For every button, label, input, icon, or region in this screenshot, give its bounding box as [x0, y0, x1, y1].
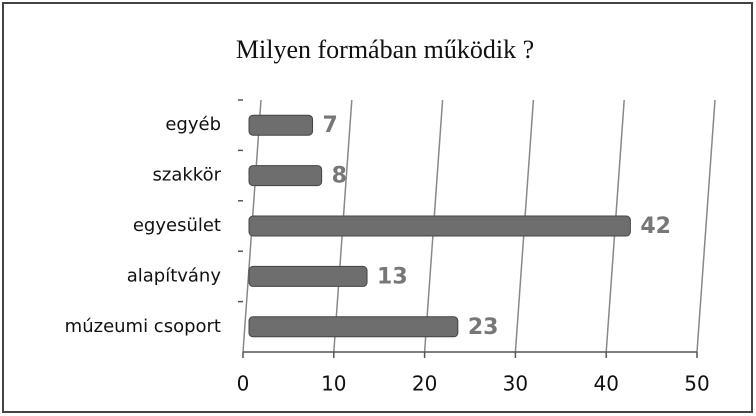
data-label: 13 — [377, 264, 408, 289]
x-tick-label: 20 — [412, 372, 437, 396]
bar — [248, 265, 368, 287]
plot-area: 0 10 20 30 40 50 egyéb 7 szakkör 8 egyesület 42 alap… — [65, 99, 716, 396]
data-label: 8 — [332, 164, 347, 189]
bar — [248, 165, 323, 187]
x-tick-label: 50 — [684, 372, 709, 396]
chart-title: Milyen formában működik ? — [236, 35, 534, 64]
x-tick-label: 10 — [321, 372, 346, 396]
y-tick-label: egyéb — [165, 114, 221, 135]
x-tick-label: 0 — [237, 372, 250, 396]
y-tick-label: alapítvány — [127, 265, 222, 286]
y-tick-label: múzeumi csoport — [65, 316, 221, 337]
x-tick-label: 30 — [503, 372, 528, 396]
data-label: 7 — [323, 113, 338, 138]
bar — [248, 316, 459, 338]
y-tick-label: egyesület — [133, 215, 221, 236]
x-tick-label: 40 — [593, 372, 618, 396]
y-tick-label: szakkör — [153, 165, 222, 186]
data-label: 42 — [640, 214, 671, 239]
bar — [248, 114, 314, 136]
data-label: 23 — [468, 315, 499, 340]
bar — [248, 215, 631, 237]
grid-line — [696, 99, 716, 353]
